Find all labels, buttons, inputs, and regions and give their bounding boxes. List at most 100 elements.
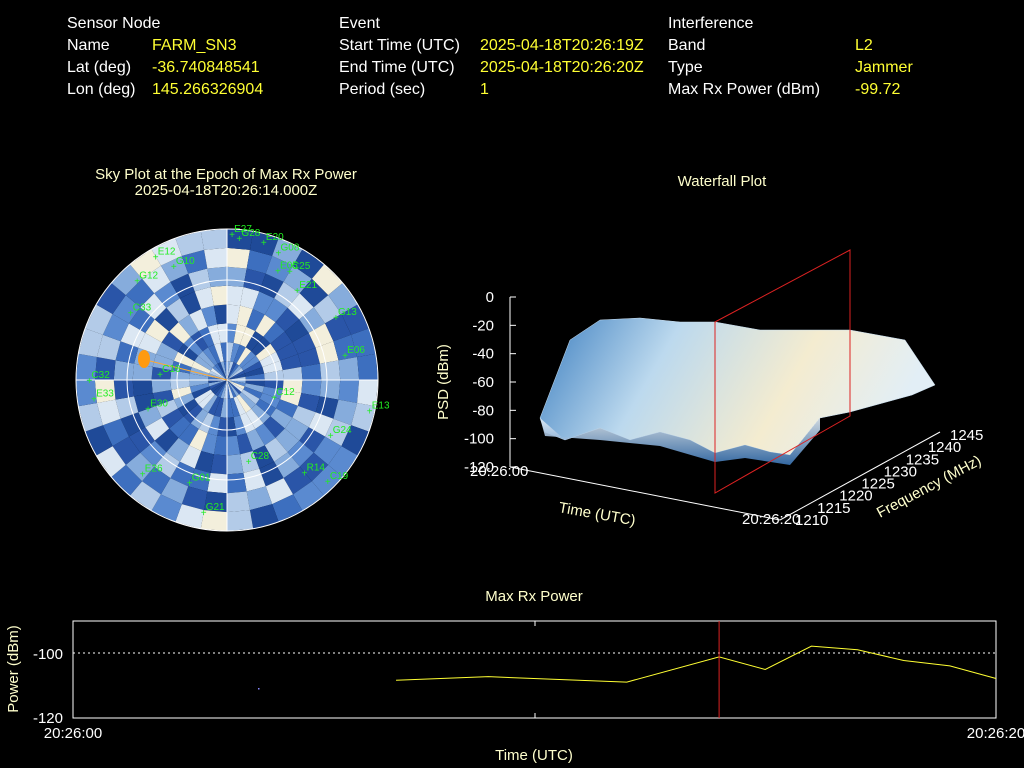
sky-heat-cell: [274, 452, 300, 479]
sky-heat-cell: [264, 380, 284, 390]
sat-label: C33: [133, 303, 152, 314]
sky-heat-cell: [208, 396, 221, 416]
sky-heat-cell: [227, 491, 250, 513]
lat-value: -36.740848541: [152, 59, 260, 76]
sky-heat-cell: [227, 373, 246, 380]
sat-label: E20: [266, 232, 284, 243]
jammer-direction-line: [149, 360, 228, 381]
sky-heat-cell: [227, 361, 234, 380]
sky-heat-cell: [227, 285, 244, 306]
sky-heat-cell: [333, 399, 358, 426]
sky-heat-cell: [274, 281, 300, 308]
sky-heat-cell: [272, 238, 303, 266]
wf-surface-edge: [540, 418, 820, 465]
sky-heat-cell: [160, 255, 189, 282]
sky-heat-cell: [243, 386, 263, 399]
sky-heat-cell: [200, 510, 227, 531]
sky-heat-cell: [270, 408, 293, 429]
sat-marker: +: [157, 370, 163, 381]
sat-label: E06: [347, 345, 365, 356]
sky-heat-cell: [125, 278, 155, 308]
sky-heat-cell: [134, 393, 157, 413]
sat-label: G12: [139, 270, 158, 281]
max-rx-value: -99.72: [855, 81, 901, 98]
interference-header: Interference: [668, 15, 754, 32]
sky-heat-cell: [255, 314, 276, 337]
sky-heat-cell: [245, 408, 264, 430]
wf-z-tick-label: 0: [486, 289, 494, 306]
sat-label: G28: [241, 228, 260, 239]
sky-heat-cell: [299, 452, 329, 482]
sat-marker: +: [86, 376, 92, 387]
sky-heat-cell: [173, 351, 195, 368]
sky-heat-cell: [129, 249, 161, 279]
sat-label: G10: [176, 256, 195, 267]
sky-heat-cell: [280, 354, 302, 371]
maxrx-title: Max Rx Power: [485, 588, 583, 605]
sky-heat-cell: [76, 380, 97, 407]
sky-heat-cell: [201, 305, 218, 327]
start-time-label: Start Time (UTC): [339, 37, 460, 54]
sat-marker: +: [229, 230, 235, 241]
sky-heat-cell: [200, 229, 227, 250]
sky-heat-cell: [128, 427, 155, 453]
sky-heat-cell: [209, 380, 227, 390]
wf-freq-tick-label: 1225: [861, 476, 894, 493]
sat-marker: +: [261, 238, 267, 249]
sky-heat-cell: [227, 362, 237, 380]
sat-marker: +: [134, 276, 140, 287]
sky-heat-cell: [189, 373, 209, 380]
sky-heat-cell: [129, 481, 161, 511]
sky-heat-cell: [213, 304, 227, 325]
sky-heat-cell: [190, 330, 209, 352]
lon-label: Lon (deg): [67, 81, 136, 98]
sky-heat-cell: [297, 393, 320, 413]
sky-heat-cell: [263, 416, 285, 438]
sky-heat-cell: [301, 380, 322, 397]
sky-heat-cell: [204, 491, 227, 513]
sky-heat-cell: [319, 360, 341, 380]
sky-heat-cell: [264, 370, 284, 380]
sky-heat-cell: [85, 304, 113, 335]
sky-heat-cell: [246, 309, 265, 331]
sky-heat-cell: [227, 380, 246, 384]
sky-heat-cell: [145, 319, 170, 343]
sat-marker: +: [236, 234, 242, 245]
sky-heat-cell: [179, 445, 202, 469]
sat-label: G08: [281, 242, 300, 253]
wf-zlabel: PSD (dBm): [435, 344, 452, 420]
wf-freq-tick-label: 1245: [950, 427, 983, 444]
wf-freq-tick-label: 1240: [928, 439, 961, 456]
sky-heat-cell: [132, 380, 153, 397]
sky-heat-cell: [140, 440, 167, 467]
sky-heat-cell: [152, 354, 174, 371]
sat-label: G24: [333, 425, 352, 436]
wf-freq-tick-label: 1235: [906, 451, 939, 468]
sky-heat-cell: [227, 266, 247, 288]
sky-heat-cell: [227, 380, 246, 387]
sky-heat-cell: [223, 380, 227, 399]
sky-heat-cell: [142, 466, 171, 495]
sky-heat-cell: [325, 418, 352, 447]
maxrx-frame: [72, 620, 997, 719]
sky-heat-cell: [246, 429, 265, 451]
sky-heat-cell: [292, 405, 316, 428]
sky-heat-cell: [227, 363, 240, 380]
lon-value: 145.266326904: [152, 81, 264, 98]
maxrx-xtick-end: 20:26:20: [967, 725, 1024, 742]
sky-heat-cell: [212, 380, 227, 395]
sky-heat-cell: [198, 351, 215, 368]
sky-heat-cell: [191, 361, 211, 374]
sky-heat-cell: [333, 334, 358, 361]
sky-heat-cell: [297, 347, 320, 367]
sky-heat-cell: [177, 398, 199, 417]
sky-heat-cell: [166, 437, 190, 462]
sky-heat-cell: [102, 418, 129, 447]
event-header: Event: [339, 15, 380, 32]
sky-heat-cell: [227, 380, 234, 399]
sky-heat-cell: [183, 336, 203, 356]
sky-heat-cell: [357, 353, 378, 380]
maxrx-ytick-120: -120: [33, 710, 63, 727]
sky-heat-cell: [125, 452, 155, 482]
sky-heat-cell: [96, 446, 126, 478]
